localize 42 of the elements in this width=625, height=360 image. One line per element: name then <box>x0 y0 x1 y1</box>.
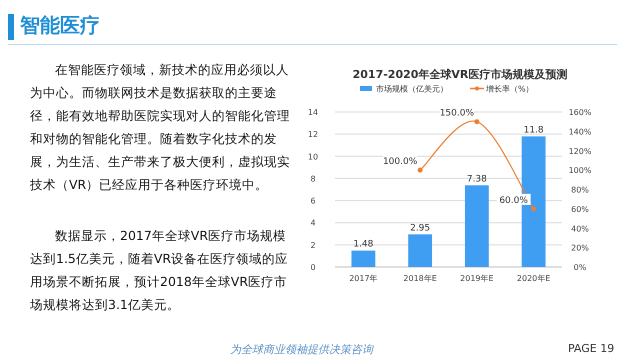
point <box>474 119 480 124</box>
y2-tick-label: 60% <box>571 204 590 214</box>
y2-tick-label: 160% <box>568 108 592 117</box>
data-label: 2.95 <box>410 223 430 234</box>
bar <box>464 185 489 267</box>
x-tick-label: 2019年E <box>460 274 494 283</box>
point <box>531 206 536 212</box>
text: 智能医疗 <box>20 12 100 39</box>
x-tick-label: 2018年E <box>403 274 437 283</box>
text: 数据显示，2017年全球VR医疗市场规模达到1.5亿美元，随着VR设备在医疗领域的应用场景不断拓展，预计2018年全球VR医疗市场规模将达到3.1亿美元。 <box>30 227 290 314</box>
y-tick-label: 12 <box>308 130 318 140</box>
data-label: 100.0% <box>382 157 418 168</box>
data-label: 7.38 <box>466 174 488 184</box>
y2-tick-label: 0% <box>574 263 587 272</box>
data-label: 1.48 <box>353 240 374 250</box>
legend-label: 增长率（%） <box>485 84 534 94</box>
y-tick-label: 8 <box>310 174 316 184</box>
data-label: 150.0% <box>440 108 474 119</box>
y-tick-label: 10 <box>308 152 318 162</box>
text: 在智能医疗领域，新技术的应用必须以人为中心。而物联网技术是数据获取的主要途径，能有效地帮助医院实现对人的智能化管理和对物的智能化管理。随着数字化技术的发展，为生活、生产带来了极大便利，虚拟现实技术（VR）已经应用于各种医疗环境中。 <box>30 61 291 194</box>
legend-label: 市场规模（亿美元） <box>376 84 448 94</box>
point <box>418 168 423 173</box>
chart-title: 2017-2020年全球VR医疗市场规模及预测 <box>352 68 568 81</box>
y-tick-label: 14 <box>308 108 318 117</box>
text: PAGE 19 <box>568 342 614 355</box>
y-tick-label: 4 <box>310 218 316 228</box>
y2-tick-label: 80% <box>571 186 590 194</box>
text: 为全球商业领袖提供决策咨询 <box>230 342 373 357</box>
x-tick-label: 2017年 <box>349 274 378 283</box>
y2-tick-label: 140% <box>568 127 592 136</box>
y2-tick-label: 20% <box>571 244 590 253</box>
y-tick-label: 2 <box>310 240 316 250</box>
y-tick-label: 6 <box>310 196 316 206</box>
data-label: 11.8 <box>524 125 544 136</box>
y2-tick-label: 100% <box>568 166 592 176</box>
data-label: 60.0% <box>499 196 528 206</box>
y2-tick-label: 40% <box>571 224 590 234</box>
bar <box>408 234 432 267</box>
x-tick-label: 2020年E <box>516 274 550 283</box>
y2-tick-label: 120% <box>568 146 592 156</box>
bar <box>351 250 376 267</box>
y-tick-label: 0 <box>310 263 316 272</box>
